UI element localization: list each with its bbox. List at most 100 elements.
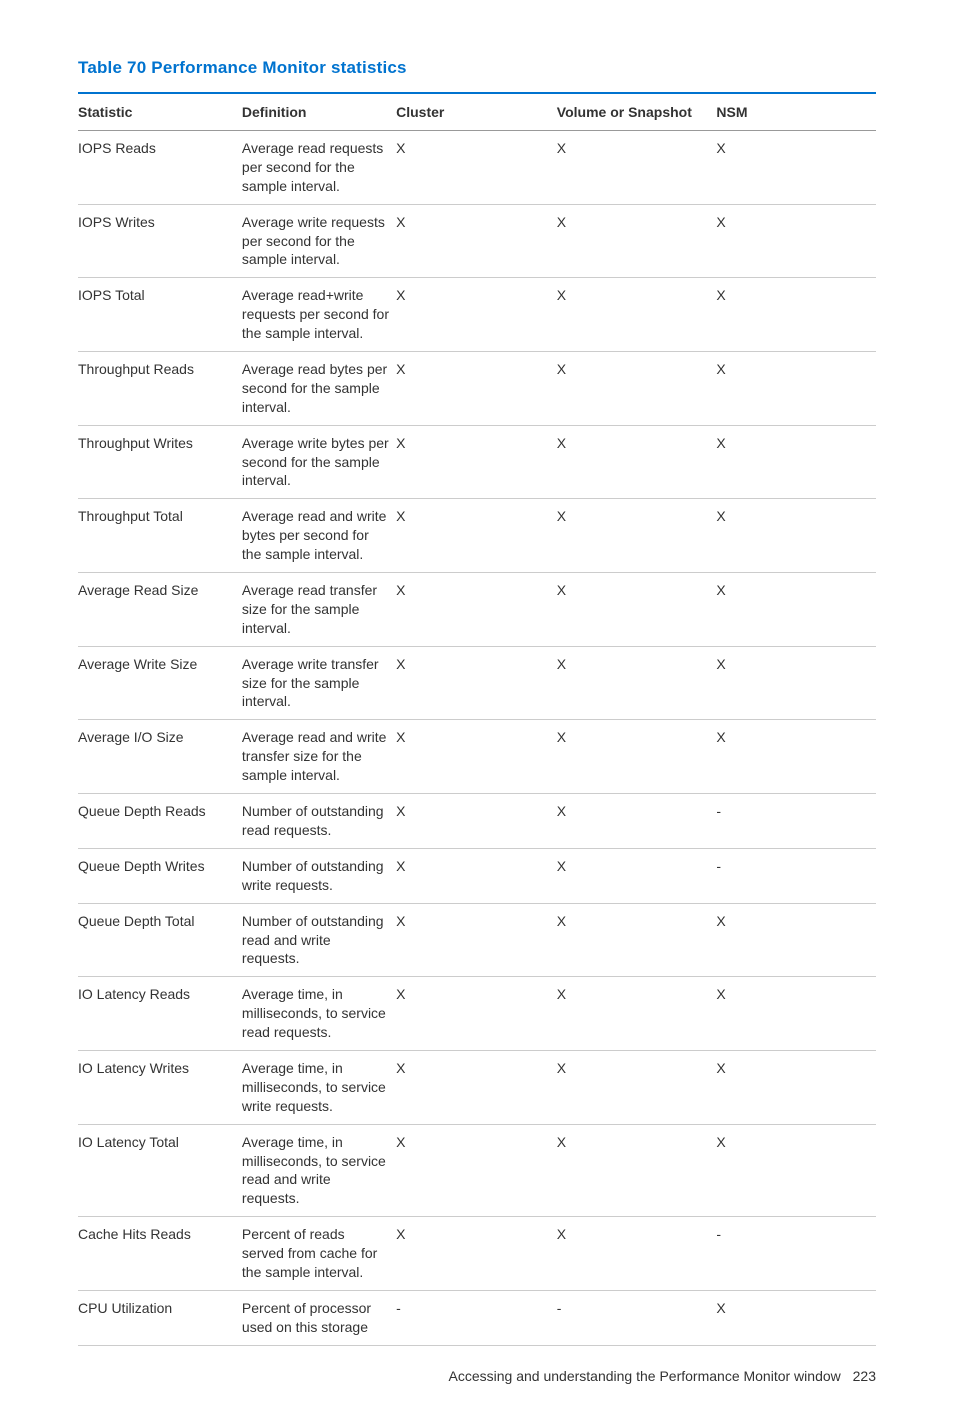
cell-cluster: X (396, 131, 557, 205)
cell-nsm: X (716, 204, 876, 278)
cell-cluster: X (396, 848, 557, 903)
cell-definition: Average read transfer size for the sampl… (242, 573, 396, 647)
cell-nsm: X (716, 573, 876, 647)
cell-cluster: X (396, 794, 557, 849)
cell-statistic: Queue Depth Total (78, 903, 242, 977)
cell-nsm: X (716, 278, 876, 352)
cell-statistic: IOPS Total (78, 278, 242, 352)
cell-volume: X (557, 720, 717, 794)
table-row: CPU UtilizationPercent of processor used… (78, 1290, 876, 1345)
cell-nsm: - (716, 848, 876, 903)
cell-cluster: X (396, 1217, 557, 1291)
table-row: IOPS TotalAverage read+write requests pe… (78, 278, 876, 352)
cell-volume: X (557, 977, 717, 1051)
cell-definition: Number of outstanding read requests. (242, 794, 396, 849)
cell-volume: X (557, 278, 717, 352)
cell-volume: X (557, 1124, 717, 1217)
table-title: Table 70 Performance Monitor statistics (78, 58, 876, 78)
table-row: Queue Depth TotalNumber of outstanding r… (78, 903, 876, 977)
cell-definition: Average read bytes per second for the sa… (242, 352, 396, 426)
cell-definition: Average write requests per second for th… (242, 204, 396, 278)
cell-cluster: X (396, 425, 557, 499)
performance-table: Statistic Definition Cluster Volume or S… (78, 92, 876, 1346)
cell-volume: X (557, 646, 717, 720)
cell-volume: X (557, 1217, 717, 1291)
page-number: 223 (853, 1368, 876, 1384)
cell-volume: X (557, 499, 717, 573)
cell-definition: Percent of processor used on this storag… (242, 1290, 396, 1345)
cell-definition: Average time, in milliseconds, to servic… (242, 1050, 396, 1124)
table-row: IOPS ReadsAverage read requests per seco… (78, 131, 876, 205)
cell-volume: X (557, 794, 717, 849)
table-body: IOPS ReadsAverage read requests per seco… (78, 131, 876, 1346)
cell-cluster: X (396, 204, 557, 278)
cell-nsm: X (716, 1290, 876, 1345)
cell-cluster: X (396, 573, 557, 647)
table-row: IO Latency TotalAverage time, in millise… (78, 1124, 876, 1217)
table-row: IOPS WritesAverage write requests per se… (78, 204, 876, 278)
cell-statistic: IOPS Writes (78, 204, 242, 278)
cell-statistic: Cache Hits Reads (78, 1217, 242, 1291)
cell-cluster: X (396, 499, 557, 573)
footer-text: Accessing and understanding the Performa… (449, 1368, 841, 1384)
cell-nsm: X (716, 1050, 876, 1124)
cell-nsm: X (716, 499, 876, 573)
cell-statistic: Throughput Writes (78, 425, 242, 499)
table-row: Throughput TotalAverage read and write b… (78, 499, 876, 573)
cell-volume: X (557, 352, 717, 426)
cell-statistic: Queue Depth Writes (78, 848, 242, 903)
cell-cluster: X (396, 903, 557, 977)
cell-definition: Average time, in milliseconds, to servic… (242, 1124, 396, 1217)
cell-volume: - (557, 1290, 717, 1345)
table-row: Average Read SizeAverage read transfer s… (78, 573, 876, 647)
cell-definition: Number of outstanding write requests. (242, 848, 396, 903)
table-header-row: Statistic Definition Cluster Volume or S… (78, 93, 876, 131)
col-header-cluster: Cluster (396, 93, 557, 131)
cell-definition: Percent of reads served from cache for t… (242, 1217, 396, 1291)
cell-volume: X (557, 131, 717, 205)
cell-nsm: X (716, 352, 876, 426)
cell-statistic: IO Latency Reads (78, 977, 242, 1051)
cell-definition: Average write transfer size for the samp… (242, 646, 396, 720)
table-row: Throughput WritesAverage write bytes per… (78, 425, 876, 499)
cell-nsm: X (716, 903, 876, 977)
table-row: IO Latency ReadsAverage time, in millise… (78, 977, 876, 1051)
cell-statistic: IO Latency Writes (78, 1050, 242, 1124)
cell-statistic: CPU Utilization (78, 1290, 242, 1345)
cell-cluster: X (396, 278, 557, 352)
col-header-statistic: Statistic (78, 93, 242, 131)
col-header-definition: Definition (242, 93, 396, 131)
cell-cluster: X (396, 646, 557, 720)
table-row: IO Latency WritesAverage time, in millis… (78, 1050, 876, 1124)
cell-statistic: Throughput Total (78, 499, 242, 573)
cell-nsm: - (716, 1217, 876, 1291)
table-row: Queue Depth ReadsNumber of outstanding r… (78, 794, 876, 849)
cell-definition: Average write bytes per second for the s… (242, 425, 396, 499)
cell-nsm: X (716, 646, 876, 720)
col-header-nsm: NSM (716, 93, 876, 131)
cell-volume: X (557, 848, 717, 903)
cell-nsm: X (716, 977, 876, 1051)
cell-cluster: X (396, 720, 557, 794)
cell-statistic: Throughput Reads (78, 352, 242, 426)
cell-definition: Average read and write bytes per second … (242, 499, 396, 573)
cell-cluster: - (396, 1290, 557, 1345)
cell-volume: X (557, 1050, 717, 1124)
col-header-volume: Volume or Snapshot (557, 93, 717, 131)
cell-cluster: X (396, 977, 557, 1051)
cell-cluster: X (396, 352, 557, 426)
cell-definition: Average read requests per second for the… (242, 131, 396, 205)
cell-nsm: X (716, 425, 876, 499)
table-row: Throughput ReadsAverage read bytes per s… (78, 352, 876, 426)
cell-definition: Number of outstanding read and write req… (242, 903, 396, 977)
cell-statistic: Average Write Size (78, 646, 242, 720)
cell-volume: X (557, 425, 717, 499)
cell-volume: X (557, 903, 717, 977)
cell-definition: Average time, in milliseconds, to servic… (242, 977, 396, 1051)
cell-definition: Average read and write transfer size for… (242, 720, 396, 794)
cell-nsm: X (716, 720, 876, 794)
cell-nsm: X (716, 1124, 876, 1217)
table-row: Cache Hits ReadsPercent of reads served … (78, 1217, 876, 1291)
cell-nsm: X (716, 131, 876, 205)
page-footer: Accessing and understanding the Performa… (78, 1368, 876, 1384)
